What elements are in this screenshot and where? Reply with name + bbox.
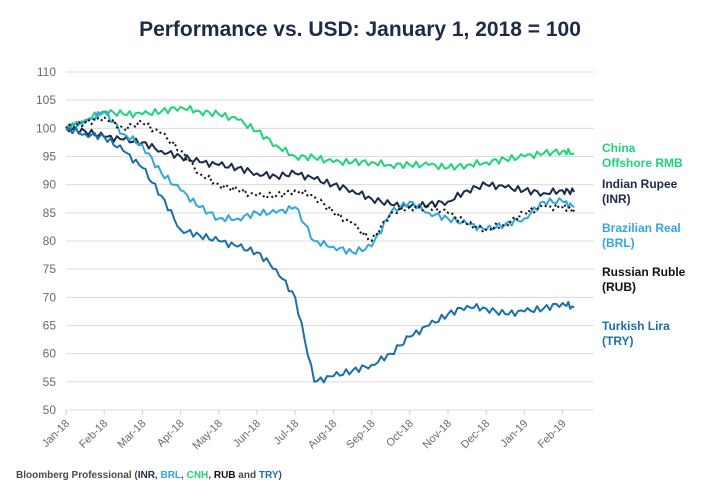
series-line-indian-rupee-inr [65, 126, 575, 210]
x-tick-label: May-18 [190, 418, 224, 452]
x-tick-label: Jun-18 [231, 418, 263, 450]
x-tick-label: Dec-18 [459, 418, 493, 452]
source-part: and [235, 470, 259, 481]
series [65, 104, 575, 384]
y-tick-label: 75 [43, 262, 57, 276]
series-label: (RUB) [602, 280, 636, 294]
source-note: Bloomberg Professional (INR, BRL, CNH, R… [16, 470, 282, 481]
series-line-russian-ruble-rub [65, 116, 575, 242]
y-tick-label: 65 [43, 319, 57, 333]
x-tick-label: Nov-18 [421, 418, 455, 452]
x-tick-label: Feb-19 [536, 418, 569, 451]
source-part: CNH [186, 470, 209, 481]
source-parts: INR, BRL, CNH, RUB and TRY [138, 470, 279, 481]
x-tick-label: Aug-18 [306, 418, 340, 452]
x-tick-label: Oct-18 [384, 418, 416, 450]
series-label: (INR) [602, 192, 631, 206]
series-label: China [602, 141, 636, 155]
series-label: (TRY) [602, 334, 634, 348]
y-tick-label: 105 [36, 93, 56, 107]
source-suffix: ) [278, 470, 282, 481]
source-part: BRL [160, 470, 182, 481]
x-tick-label: Jul-18 [272, 418, 302, 448]
chart-title: Performance vs. USD: January 1, 2018 = 1… [139, 18, 581, 41]
series-label: Brazilian Real [602, 221, 681, 235]
series-label: Russian Ruble [602, 265, 686, 279]
x-tick-label: Mar-18 [115, 418, 148, 451]
y-axis: 50 55 60 65 70 75 80 85 90 95 100 105 110 [36, 65, 56, 417]
y-tick-label: 85 [43, 206, 57, 220]
series-label: Indian Rupee [602, 177, 678, 191]
y-tick-label: 110 [37, 65, 56, 79]
x-axis: Jan-18 Feb-18 Mar-18 Apr-18 May-18 Jun-18 Jul-… [40, 410, 569, 452]
x-tick-label: Jan-18 [40, 418, 72, 450]
y-tick-label: 60 [43, 347, 57, 361]
series-label: Turkish Lira [602, 319, 670, 333]
x-tick-label: Sep-18 [344, 418, 378, 452]
y-tick-label: 55 [43, 375, 57, 389]
y-tick-label: 90 [43, 178, 57, 192]
series-label: (BRL) [602, 236, 635, 250]
series-line-turkish-lira-try [65, 127, 575, 384]
source-part: RUB [213, 470, 236, 481]
series-line-china-offshore-rmb [65, 104, 575, 171]
x-tick-label: Jan-19 [498, 418, 530, 450]
source-part: , [208, 470, 214, 481]
y-tick-label: 95 [43, 150, 57, 164]
source-part: , [154, 470, 161, 481]
y-tick-label: 70 [43, 290, 57, 304]
y-tick-label: 50 [43, 403, 57, 417]
series-label: Offshore RMB [602, 156, 683, 170]
source-part: TRY [258, 470, 279, 481]
y-tick-label: 100 [36, 121, 56, 135]
source-part: , [181, 470, 187, 481]
gridlines [66, 71, 594, 411]
series-line-brazilian-real-brl [65, 110, 575, 255]
y-tick-label: 80 [43, 234, 57, 248]
source-part: INR [137, 470, 155, 481]
x-tick-label: Apr-18 [155, 418, 187, 450]
source-prefix: Bloomberg Professional ( [16, 470, 138, 481]
x-tick-label: Feb-18 [77, 418, 110, 451]
